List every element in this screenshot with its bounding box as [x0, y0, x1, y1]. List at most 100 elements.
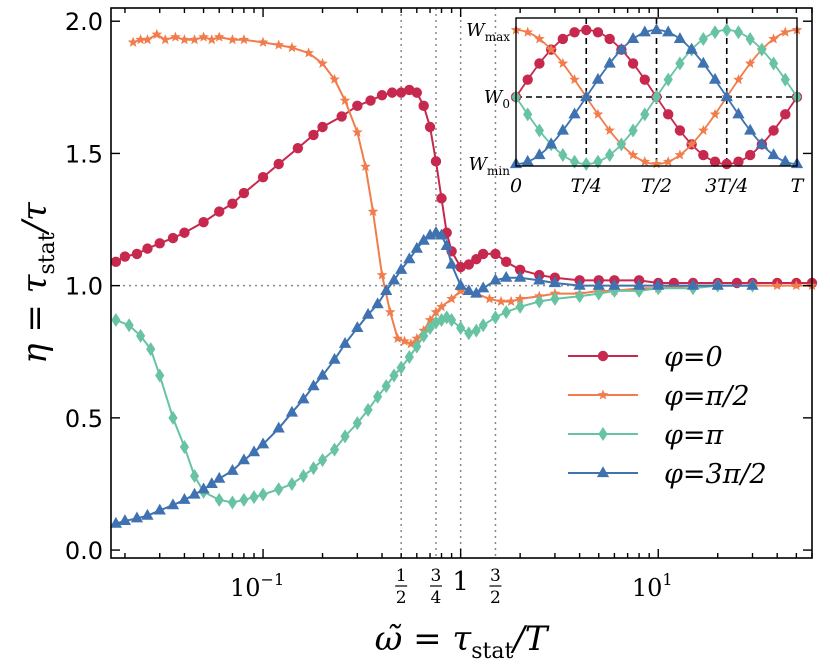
- x-tick-label: 10−1: [230, 570, 284, 602]
- inset-point: [557, 57, 569, 69]
- plot-frame: [110, 7, 813, 559]
- data-point: [303, 47, 314, 58]
- inset-point: [639, 156, 651, 167]
- data-point: [608, 278, 621, 290]
- data-point: [274, 482, 284, 497]
- data-point: [380, 284, 393, 296]
- data-point: [258, 487, 268, 502]
- data-point: [445, 257, 458, 269]
- data-point: [412, 339, 422, 354]
- x-fraction-tick-label: 12: [395, 566, 408, 608]
- data-point: [411, 87, 423, 98]
- data-point: [436, 193, 447, 204]
- data-point: [298, 469, 308, 484]
- data-point: [287, 476, 297, 491]
- data-point: [424, 314, 436, 325]
- y-tick-label: 0.0: [65, 537, 103, 565]
- data-point: [339, 94, 351, 106]
- inset-point: [709, 156, 721, 167]
- inset-point: [534, 58, 545, 69]
- inset-point: [533, 148, 546, 160]
- inset-point: [767, 148, 780, 160]
- y-axis-label-sub: stat: [35, 232, 60, 274]
- data-point: [392, 332, 403, 344]
- data-point: [247, 445, 261, 457]
- inset-point: [638, 25, 651, 37]
- data-point: [514, 293, 526, 304]
- legend-item: φ=π/2: [568, 381, 750, 412]
- data-point: [446, 293, 457, 304]
- data-point: [205, 477, 218, 489]
- inset-point: [522, 26, 534, 37]
- data-point: [501, 305, 511, 320]
- inset-point: [721, 158, 732, 170]
- inset-point: [780, 72, 790, 87]
- data-point: [440, 239, 453, 251]
- data-point: [249, 490, 259, 505]
- inset-point: [605, 148, 615, 163]
- x-special-tick-label: 1: [452, 567, 469, 597]
- data-point: [500, 270, 513, 282]
- data-point: [257, 172, 269, 183]
- data-point: [490, 248, 501, 260]
- data-point: [711, 278, 724, 290]
- data-point: [336, 111, 347, 122]
- data-point: [111, 313, 121, 328]
- inset-point: [755, 137, 768, 149]
- data-point: [424, 121, 436, 133]
- inset-point: [534, 33, 545, 44]
- y-tick-label: 1.0: [65, 273, 103, 301]
- data-point: [285, 405, 299, 417]
- svg-text:2: 2: [490, 588, 501, 608]
- data-point: [352, 126, 363, 137]
- data-point: [395, 87, 407, 98]
- data-point: [189, 469, 200, 484]
- series-line: [115, 284, 753, 504]
- y-axis-label: η = τstat/τ: [15, 201, 60, 364]
- data-point: [360, 161, 371, 172]
- data-point: [307, 379, 320, 391]
- data-point: [418, 100, 429, 112]
- data-point: [237, 453, 251, 465]
- data-point: [419, 328, 429, 343]
- inset-point: [732, 107, 745, 119]
- data-point: [213, 471, 226, 483]
- data-point: [386, 87, 398, 98]
- data-point: [317, 121, 328, 133]
- inset-point: [733, 156, 744, 167]
- data-point: [430, 156, 442, 167]
- data-point: [500, 256, 512, 268]
- data-point: [371, 297, 384, 309]
- data-point: [455, 285, 466, 296]
- data-point: [328, 352, 341, 364]
- inset-point: [722, 23, 732, 37]
- data-point: [338, 337, 352, 348]
- inset-point: [592, 108, 604, 119]
- data-point: [135, 328, 146, 343]
- inset-point: [709, 108, 721, 119]
- y-axis-label-main: η = τ: [15, 273, 55, 363]
- legend-marker: [598, 427, 608, 441]
- data-point: [470, 286, 483, 298]
- data-point: [431, 315, 441, 330]
- inset-point: [720, 90, 733, 102]
- data-point: [351, 321, 364, 333]
- legend-label: φ=π: [664, 420, 725, 451]
- inset-point: [698, 149, 709, 161]
- inset-point: [556, 123, 569, 135]
- data-point: [239, 492, 249, 507]
- inset-point: [780, 109, 791, 120]
- data-point: [297, 392, 310, 404]
- data-point: [575, 289, 585, 304]
- x-axis-label-sub: stat: [471, 639, 513, 664]
- inset-series-triangle: [509, 23, 804, 169]
- data-point: [376, 269, 388, 280]
- data-point: [189, 34, 200, 45]
- inset-point: [698, 124, 709, 136]
- data-point: [471, 323, 481, 338]
- inset-point: [697, 56, 710, 68]
- data-point: [238, 34, 250, 45]
- series-line: [115, 88, 812, 284]
